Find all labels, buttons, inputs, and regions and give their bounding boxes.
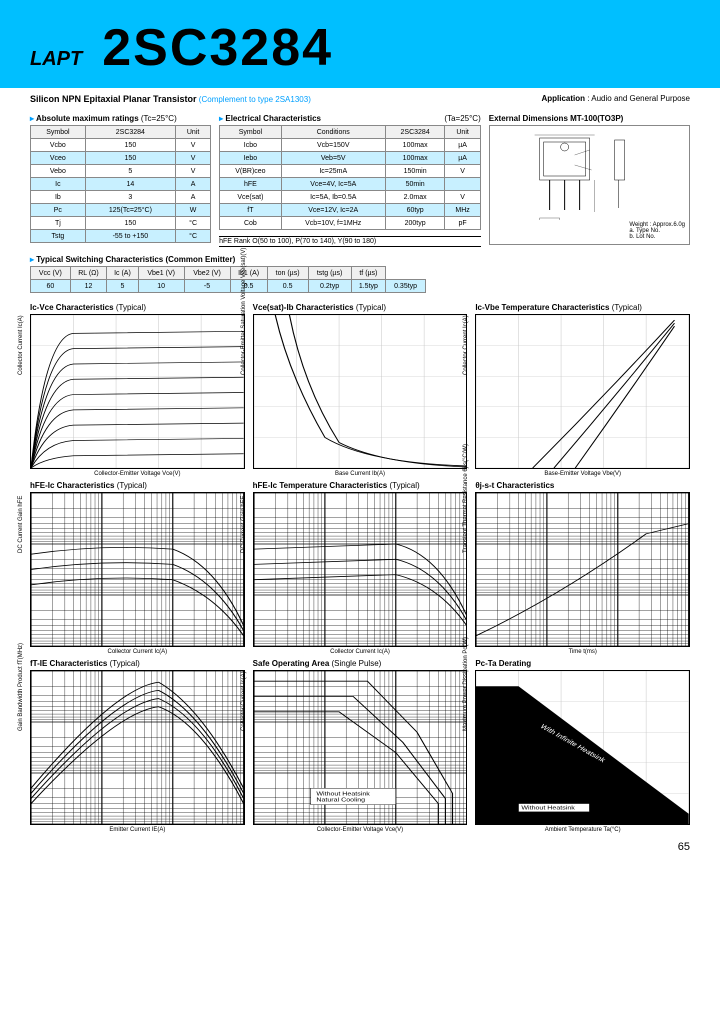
hfe-rank: hFE Rank O(50 to 100), P(70 to 140), Y(9… [219, 236, 481, 247]
svg-text:Without Heatsink: Without Heatsink [522, 806, 576, 812]
abs-ratings-table: Symbol2SC3284Unit Vcbo150VVceo150VVebo5V… [30, 125, 211, 243]
part-number: 2SC3284 [102, 18, 333, 78]
chart-cell: hFE-Ic Characteristics (Typical) DC Curr… [30, 481, 245, 655]
chart-cell: θj-s-t Characteristics Transient Thermal… [475, 481, 690, 655]
page-number: 65 [0, 837, 720, 857]
subtitle-row: Silicon NPN Epitaxial Planar Transistor … [0, 88, 720, 108]
upper-content: ▸ Absolute maximum ratings (Tc=25°C) Sym… [0, 108, 720, 253]
description: Silicon NPN Epitaxial Planar Transistor [30, 94, 197, 104]
package-drawing: Weight : Approx.6.0g a. Type No. b. Lot … [489, 125, 690, 245]
chart-cell: Vce(sat)-Ib Characteristics (Typical) Co… [253, 303, 468, 477]
svg-text:Natural Cooling: Natural Cooling [316, 797, 365, 803]
chart-cell: Pc-Ta Derating Maximum Power Dissipation… [475, 659, 690, 833]
chart-cell: fT-IE Characteristics (Typical) Gain Ban… [30, 659, 245, 833]
chart-cell: Ic-Vbe Temperature Characteristics (Typi… [475, 303, 690, 477]
pkg-note-b: b. Lot No. [629, 234, 685, 240]
chart-cell: hFE-Ic Temperature Characteristics (Typi… [253, 481, 468, 655]
elec-title: ▸ Electrical Characteristics (Ta=25°C) [219, 114, 481, 123]
application-text: : Audio and General Purpose [587, 94, 690, 103]
datasheet-page: LAPT 2SC3284 Silicon NPN Epitaxial Plana… [0, 0, 720, 857]
header: LAPT 2SC3284 [0, 0, 720, 88]
chart-cell: Safe Operating Area (Single Pulse) Colle… [253, 659, 468, 833]
abs-ratings-title: ▸ Absolute maximum ratings (Tc=25°C) [30, 114, 211, 123]
charts-grid: Ic-Vce Characteristics (Typical) Collect… [0, 299, 720, 837]
svg-text:Without Heatsink: Without Heatsink [316, 791, 370, 797]
pkg-title: External Dimensions MT-100(TO3P) [489, 114, 690, 123]
switching-table: Vcc (V)RL (Ω)Ic (A)Vbe1 (V)Vbe2 (V)Ib1 (… [30, 266, 426, 293]
chart-cell: Ic-Vce Characteristics (Typical) Collect… [30, 303, 245, 477]
elec-table: SymbolConditions2SC3284Unit IcboVcb=150V… [219, 125, 481, 230]
application-label: Application [541, 94, 585, 103]
complement: (Complement to type 2SA1303) [199, 95, 311, 104]
switching-section: ▸ Typical Switching Characteristics (Com… [0, 255, 720, 293]
lapt-label: LAPT [30, 48, 82, 71]
